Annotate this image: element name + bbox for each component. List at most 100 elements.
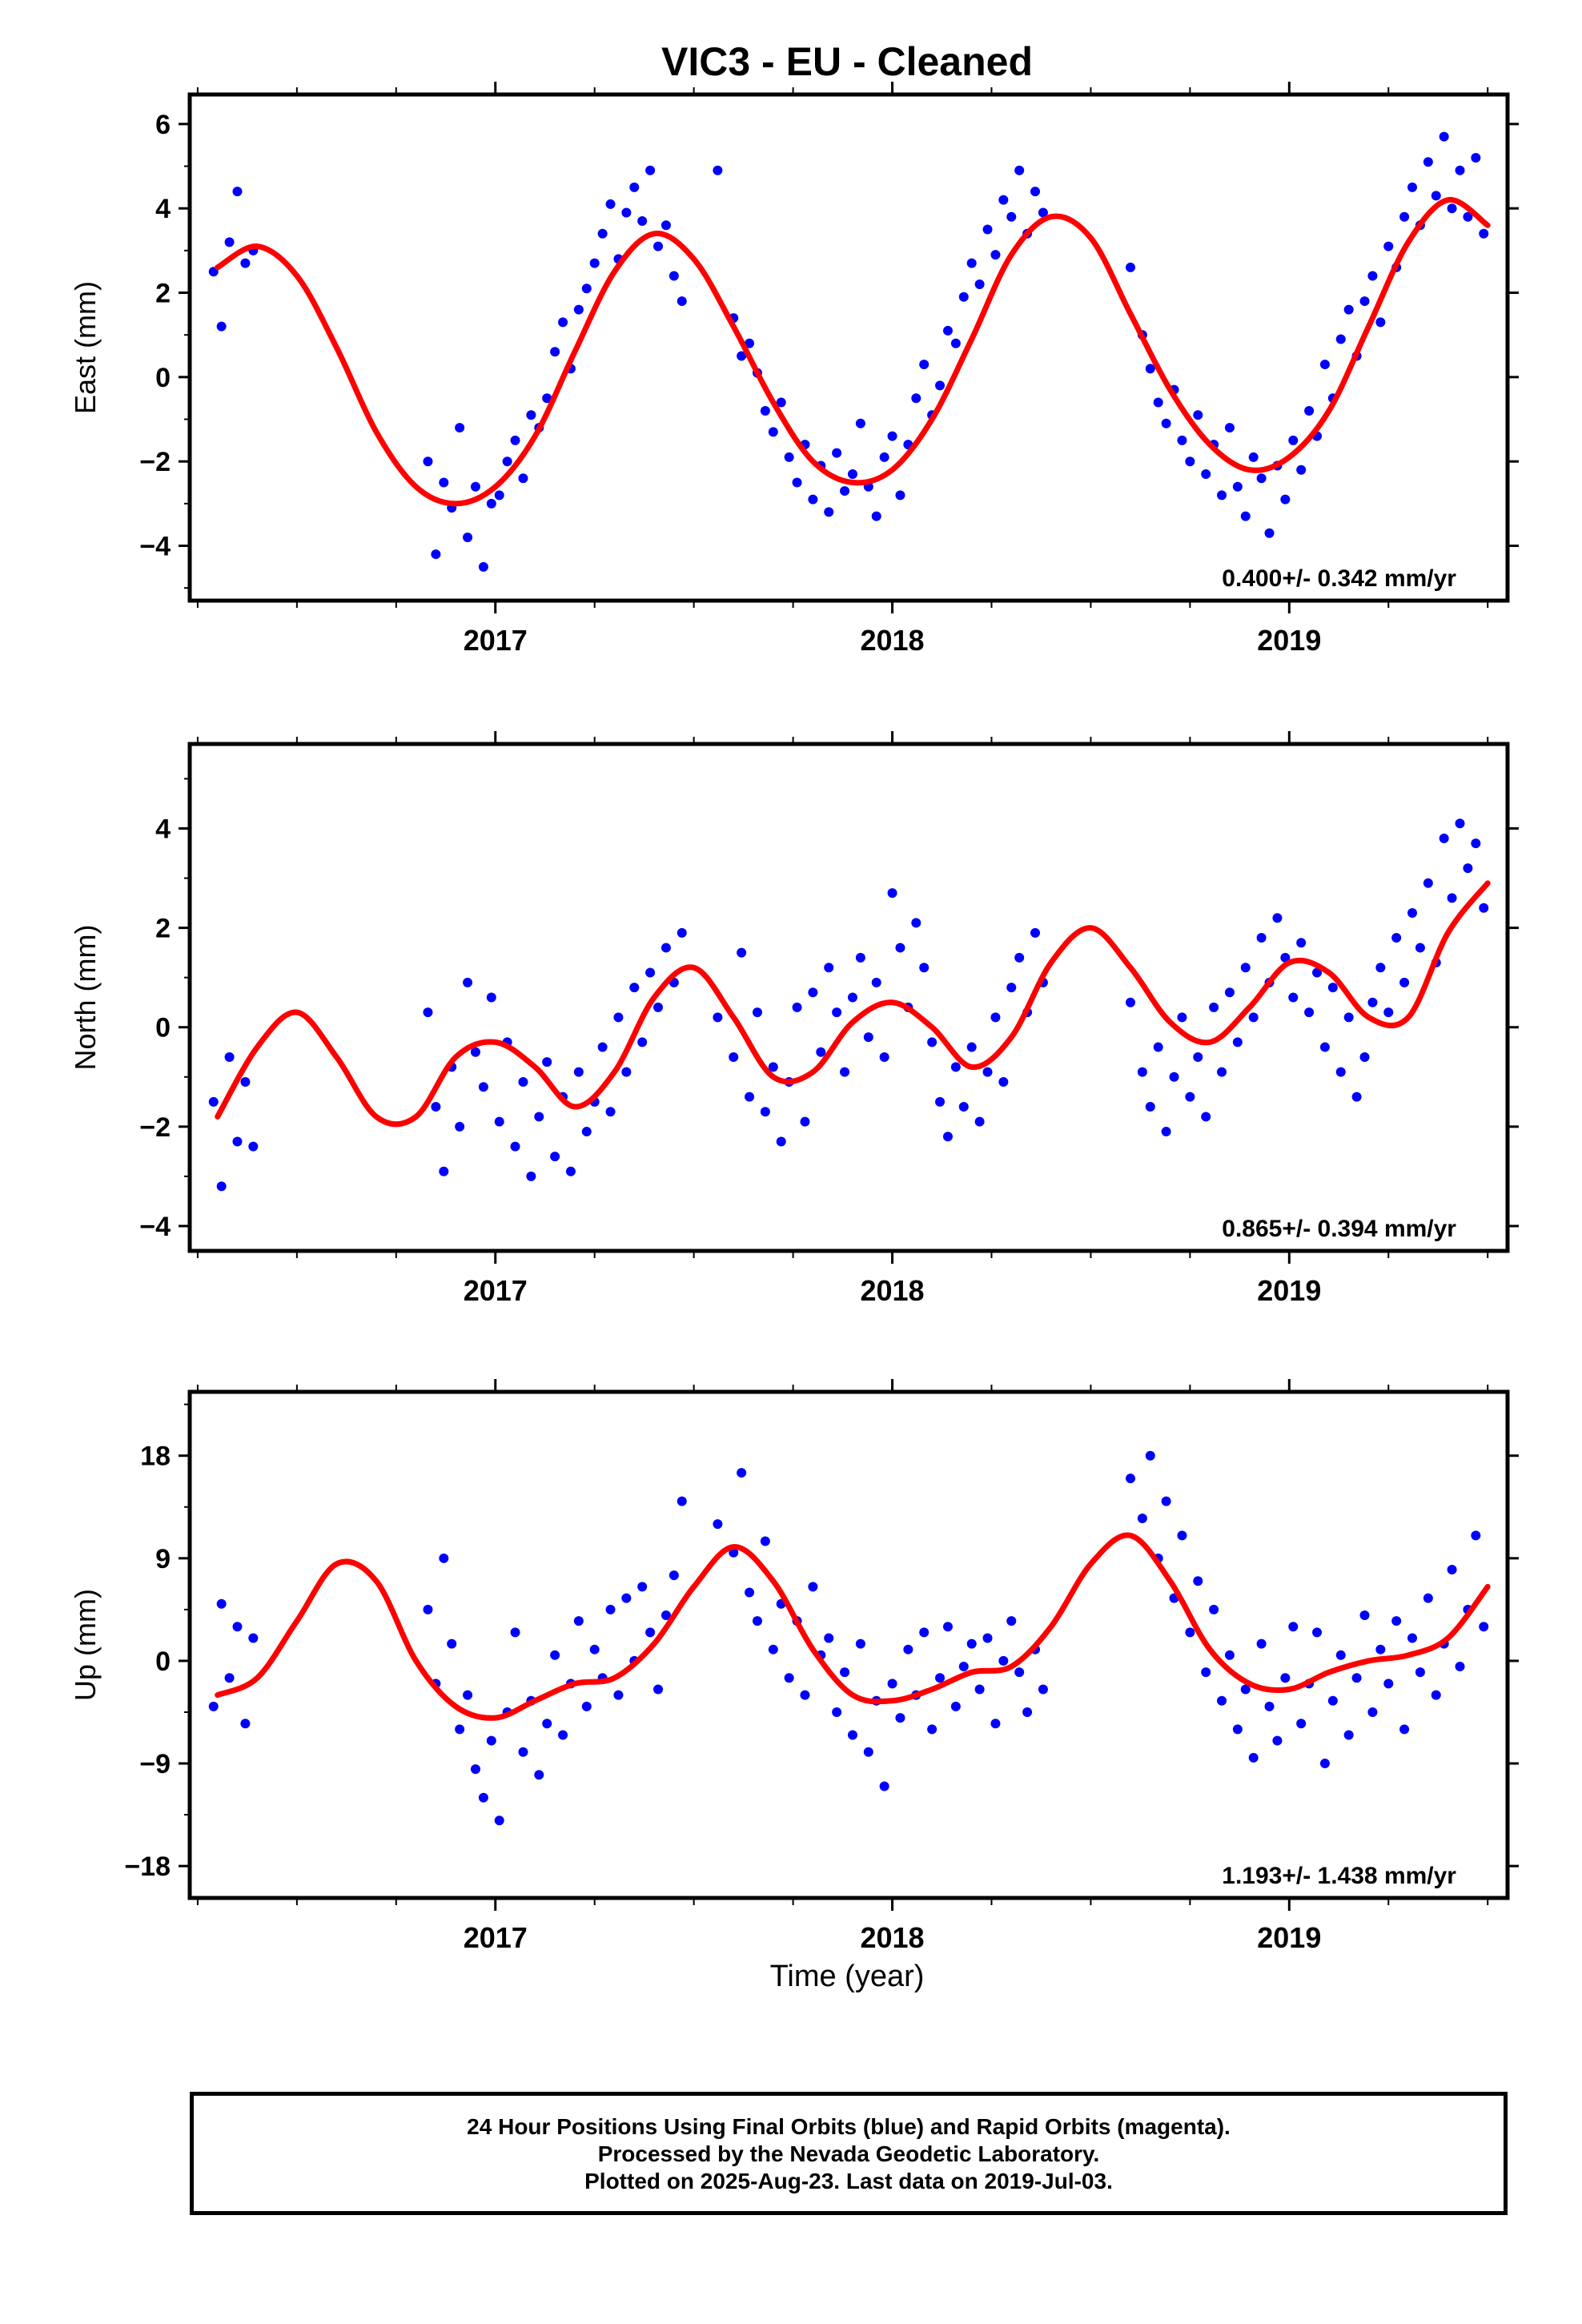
data-point — [653, 241, 664, 251]
data-point — [526, 410, 536, 420]
data-point — [216, 321, 227, 332]
data-point — [1022, 1707, 1033, 1717]
data-point — [1006, 983, 1017, 993]
data-point — [1264, 1701, 1275, 1711]
data-point — [974, 1116, 985, 1127]
data-point — [550, 1650, 560, 1660]
data-point — [1479, 903, 1489, 913]
data-point — [431, 549, 441, 560]
data-point — [645, 165, 656, 175]
data-point — [470, 1764, 480, 1775]
data-point — [942, 1622, 953, 1632]
data-point — [542, 1057, 552, 1068]
y-tick-label: 0 — [155, 1647, 171, 1677]
panel-east: −4 −2 0 2 4 6 2017 2018 2019 East (mm) 0.400+/- 0.… — [69, 82, 1519, 657]
data-point — [1264, 528, 1275, 538]
data-point — [990, 250, 1001, 260]
data-point — [208, 1096, 219, 1107]
data-point — [998, 1077, 1009, 1087]
data-point — [752, 1616, 762, 1626]
data-point — [871, 977, 881, 987]
x-tick-label: 2019 — [1257, 1274, 1321, 1307]
data-point — [950, 1701, 961, 1711]
data-point — [1327, 1695, 1338, 1706]
data-point — [752, 1007, 762, 1018]
data-point — [792, 477, 802, 488]
panel-up: −18 −9 0 9 18 2017 2018 2019 Up (mm) 1.193+/- 1.4… — [69, 1379, 1519, 1954]
data-point — [935, 380, 946, 391]
data-point — [760, 1107, 770, 1117]
data-point — [942, 1132, 953, 1142]
data-point — [879, 452, 889, 462]
data-point — [871, 511, 881, 521]
data-point — [597, 1042, 608, 1052]
data-point — [1185, 1627, 1195, 1638]
data-point — [1126, 997, 1136, 1007]
data-point — [863, 1032, 873, 1043]
data-point — [1161, 1127, 1171, 1137]
data-point — [919, 1627, 930, 1638]
data-point — [760, 406, 770, 416]
x-tick-label: 2019 — [1257, 624, 1321, 657]
data-point — [494, 490, 504, 501]
data-point — [832, 448, 842, 458]
data-point — [1185, 456, 1195, 467]
data-point — [1209, 1002, 1219, 1012]
data-point — [966, 1638, 977, 1649]
data-point — [1240, 963, 1251, 973]
data-point — [1232, 1037, 1243, 1047]
data-point — [847, 992, 857, 1003]
data-point — [1006, 1616, 1017, 1626]
data-point — [847, 1730, 857, 1740]
data-point — [542, 1719, 552, 1729]
plot-frame — [187, 92, 1510, 603]
data-point — [677, 296, 687, 307]
data-point — [542, 393, 552, 404]
data-point — [216, 1598, 227, 1609]
data-point — [589, 1644, 600, 1655]
data-point — [240, 1719, 251, 1729]
data-point — [1447, 1565, 1457, 1575]
x-tick-label: 2018 — [860, 1274, 924, 1307]
data-point — [478, 1082, 488, 1092]
data-point — [784, 1673, 794, 1683]
data-point — [661, 943, 671, 953]
plot-frame — [187, 742, 1510, 1253]
data-point — [661, 220, 671, 231]
panel-north: −4 −2 0 2 4 2017 2018 2019 North (mm) 0.865+/- 0.… — [69, 731, 1519, 1307]
data-point — [1423, 157, 1433, 167]
data-point — [423, 456, 433, 467]
data-point — [784, 452, 794, 462]
data-point — [903, 1644, 913, 1655]
data-point — [486, 992, 496, 1003]
data-point — [832, 1707, 842, 1717]
data-point — [1014, 952, 1025, 963]
data-point — [661, 1610, 671, 1620]
data-point — [713, 1012, 723, 1023]
data-point — [470, 1047, 480, 1057]
data-point — [565, 1166, 576, 1176]
data-point — [463, 1690, 473, 1700]
data-point — [745, 1092, 755, 1102]
data-point — [927, 1724, 938, 1735]
data-point — [927, 1037, 938, 1047]
data-point — [1145, 364, 1155, 374]
data-point — [1455, 165, 1465, 175]
data-point — [1399, 977, 1410, 987]
data-point — [847, 469, 857, 479]
data-point — [1224, 1650, 1235, 1660]
data-point — [224, 1673, 235, 1683]
data-point — [855, 418, 865, 428]
data-point — [737, 947, 747, 958]
y-tick-label: 9 — [155, 1544, 171, 1574]
data-point — [1248, 452, 1259, 462]
data-point — [581, 1127, 592, 1137]
data-point — [1224, 423, 1235, 433]
data-point — [1407, 182, 1418, 192]
data-point — [1399, 211, 1410, 222]
data-point — [1030, 927, 1041, 938]
data-point — [1193, 1576, 1203, 1586]
data-point — [887, 1679, 897, 1689]
data-point — [998, 195, 1009, 205]
